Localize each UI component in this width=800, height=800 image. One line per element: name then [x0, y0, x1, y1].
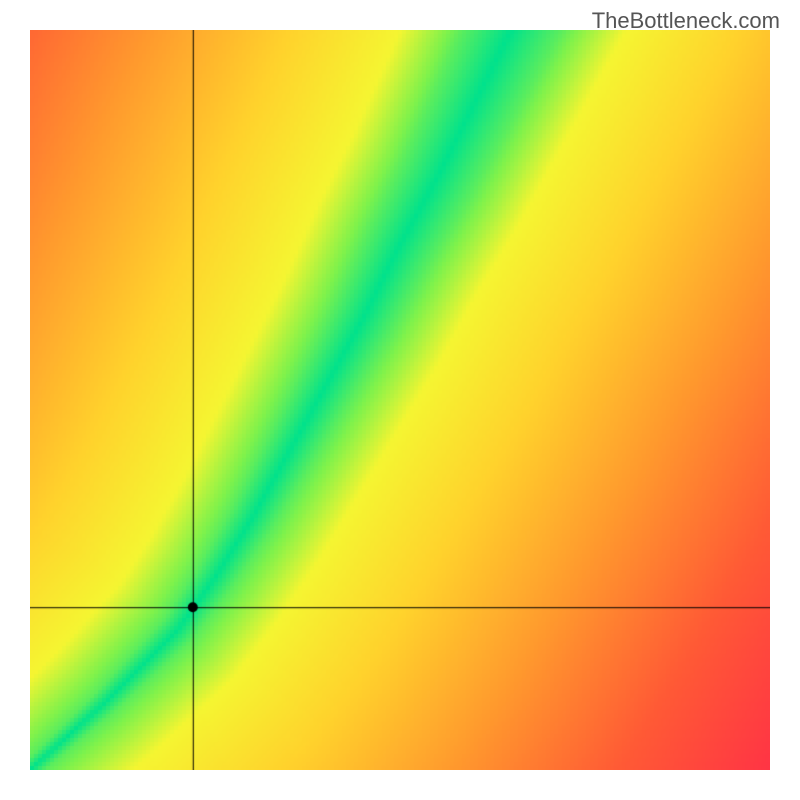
heatmap-plot: [30, 30, 770, 770]
watermark-text: TheBottleneck.com: [592, 8, 780, 34]
heatmap-canvas: [30, 30, 770, 770]
chart-container: TheBottleneck.com: [0, 0, 800, 800]
